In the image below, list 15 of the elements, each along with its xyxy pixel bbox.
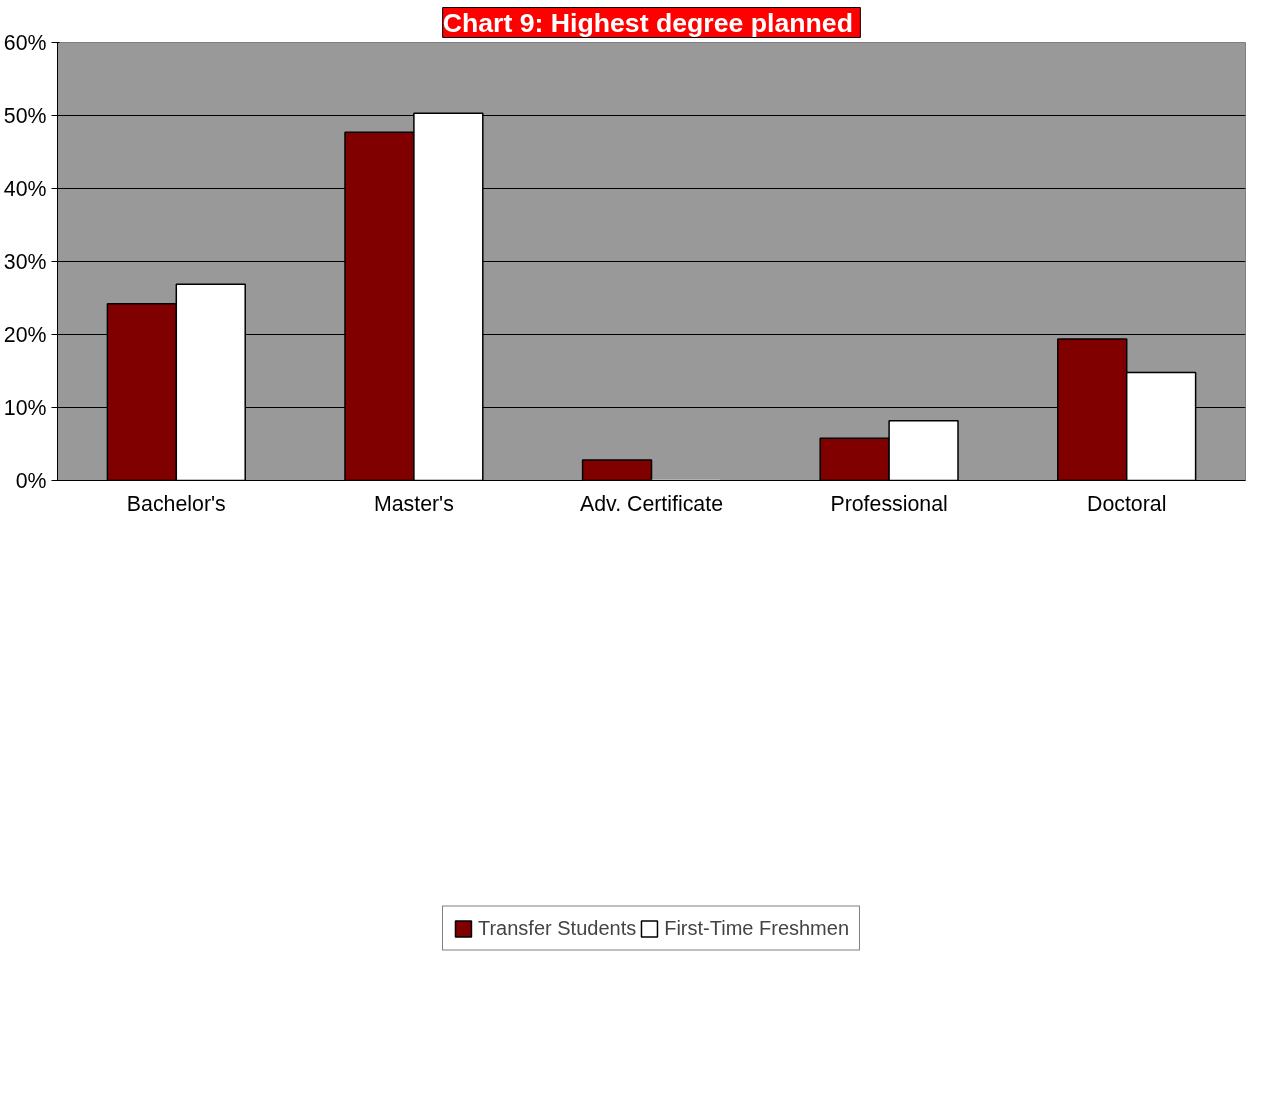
y-tick-label: 10% (3, 395, 47, 420)
x-tick-label: Adv. Certificate (579, 491, 724, 516)
x-tick-label: Doctoral (1086, 491, 1167, 516)
y-tick-label: 0% (15, 468, 47, 493)
y-tick-label: 30% (3, 249, 47, 274)
y-tick-label: 40% (3, 176, 47, 201)
x-tick-label: Master's (373, 491, 454, 516)
x-tick-label: Bachelor's (126, 491, 226, 516)
chart-title: Chart 9: Highest degree planned (442, 7, 853, 38)
legend-label: First-Time Freshmen (664, 916, 850, 940)
x-tick-label: Professional (830, 491, 948, 516)
legend-label: Transfer Students (477, 916, 637, 940)
y-tick-label: 60% (3, 30, 47, 55)
y-tick-label: 50% (3, 103, 47, 128)
y-tick-label: 20% (3, 322, 47, 347)
